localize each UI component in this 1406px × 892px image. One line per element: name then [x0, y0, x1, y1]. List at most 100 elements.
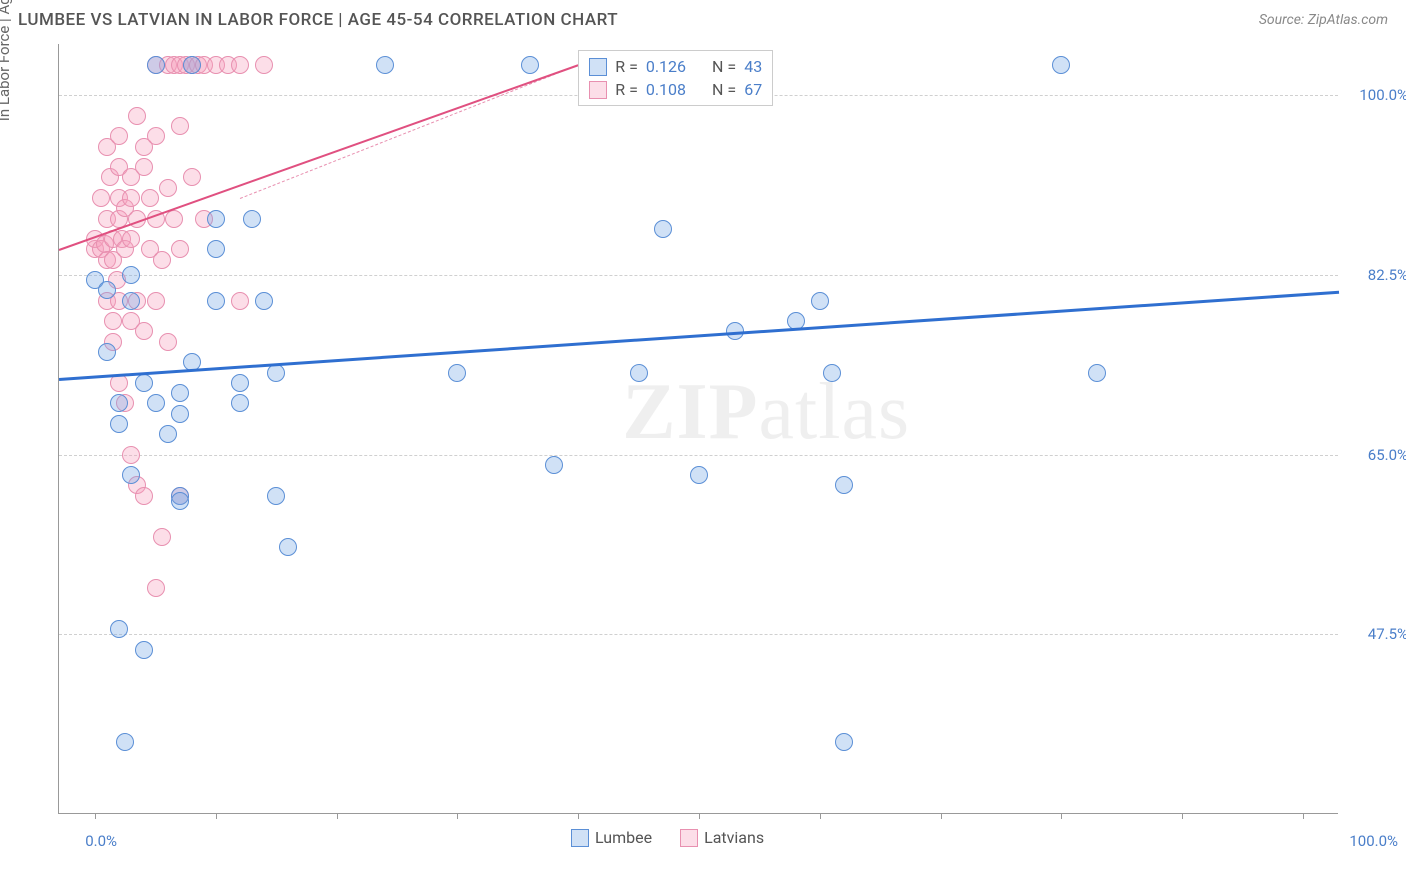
data-point [1088, 364, 1106, 382]
data-point [147, 292, 165, 310]
data-point [110, 127, 128, 145]
x-tick [95, 813, 96, 819]
data-point [104, 312, 122, 330]
legend-label: Latvians [704, 828, 764, 847]
x-axis-min-label: 0.0% [85, 832, 117, 850]
legend-swatch [589, 58, 607, 76]
data-point [207, 292, 225, 310]
x-tick [216, 813, 217, 819]
watermark-atlas: atlas [759, 368, 911, 456]
trend-line [59, 65, 579, 252]
plot-region: ZIPatlas 47.5%65.0%82.5%100.0%R =0.126N … [58, 44, 1338, 814]
data-point [135, 322, 153, 340]
r-label: R = [615, 57, 638, 76]
x-tick [337, 813, 338, 819]
series-legend: Lumbee Latvians [571, 828, 764, 847]
x-axis-max-label: 100.0% [1349, 832, 1398, 850]
data-point [835, 733, 853, 751]
legend-swatch [680, 829, 698, 847]
legend-item: Latvians [680, 828, 764, 847]
data-point [207, 210, 225, 228]
data-point [243, 210, 261, 228]
r-value: 0.108 [646, 80, 686, 99]
data-point [171, 384, 189, 402]
data-point [141, 189, 159, 207]
data-point [110, 394, 128, 412]
data-point [128, 107, 146, 125]
legend-swatch [571, 829, 589, 847]
legend-item: Lumbee [571, 828, 652, 847]
watermark: ZIPatlas [622, 367, 910, 458]
data-point [92, 189, 110, 207]
data-point [147, 579, 165, 597]
data-point [376, 56, 394, 74]
x-tick [457, 813, 458, 819]
data-point [122, 466, 140, 484]
x-tick [1061, 813, 1062, 819]
x-tick [820, 813, 821, 819]
data-point [122, 446, 140, 464]
data-point [231, 292, 249, 310]
data-point [159, 333, 177, 351]
data-point [122, 266, 140, 284]
source-label: Source: ZipAtlas.com [1259, 12, 1388, 28]
y-tick-label: 82.5% [1348, 266, 1406, 284]
gridline [59, 455, 1338, 456]
stats-row: R =0.126N =43 [589, 55, 762, 78]
data-point [153, 528, 171, 546]
x-tick [941, 813, 942, 819]
stats-legend: R =0.126N =43R =0.108N =67 [578, 50, 773, 106]
y-axis-label: In Labor Force | Age 45-54 [0, 0, 13, 121]
data-point [171, 240, 189, 258]
trend-line [59, 290, 1339, 380]
data-point [135, 158, 153, 176]
n-value: 67 [744, 80, 762, 99]
data-point [135, 641, 153, 659]
x-tick [699, 813, 700, 819]
data-point [267, 487, 285, 505]
data-point [823, 364, 841, 382]
data-point [147, 394, 165, 412]
data-point [122, 292, 140, 310]
data-point [135, 487, 153, 505]
data-point [135, 374, 153, 392]
y-tick-label: 47.5% [1348, 625, 1406, 643]
data-point [171, 405, 189, 423]
data-point [835, 476, 853, 494]
watermark-zip: ZIP [622, 368, 758, 456]
legend-label: Lumbee [595, 828, 652, 847]
r-label: R = [615, 80, 638, 99]
legend-swatch [589, 81, 607, 99]
data-point [279, 538, 297, 556]
data-point [147, 127, 165, 145]
data-point [98, 343, 116, 361]
data-point [811, 292, 829, 310]
data-point [521, 56, 539, 74]
data-point [122, 230, 140, 248]
x-tick [1303, 813, 1304, 819]
data-point [110, 415, 128, 433]
data-point [545, 456, 563, 474]
n-value: 43 [744, 57, 762, 76]
data-point [159, 425, 177, 443]
data-point [207, 240, 225, 258]
n-label: N = [712, 80, 736, 99]
data-point [630, 364, 648, 382]
trend-line [240, 65, 578, 199]
data-point [231, 374, 249, 392]
data-point [122, 189, 140, 207]
data-point [255, 56, 273, 74]
chart-title: LUMBEE VS LATVIAN IN LABOR FORCE | AGE 4… [18, 10, 618, 30]
stats-row: R = 0.108 N = 67 [589, 78, 762, 101]
data-point [116, 733, 134, 751]
data-point [231, 394, 249, 412]
data-point [147, 56, 165, 74]
data-point [690, 466, 708, 484]
data-point [654, 220, 672, 238]
x-tick [1182, 813, 1183, 819]
data-point [183, 56, 201, 74]
data-point [183, 168, 201, 186]
y-tick-label: 100.0% [1348, 86, 1406, 104]
y-tick-label: 65.0% [1348, 446, 1406, 464]
data-point [171, 117, 189, 135]
